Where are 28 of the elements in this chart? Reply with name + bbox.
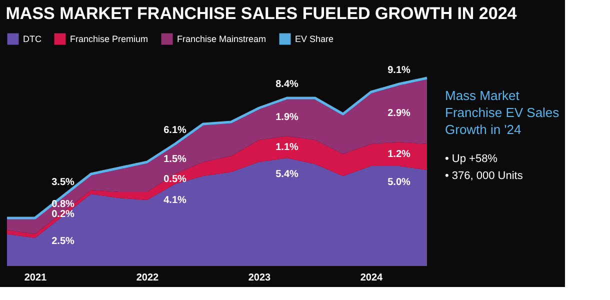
x-tick-label: 2023 <box>248 272 272 284</box>
data-label: 2.5% <box>52 236 75 247</box>
data-label: 3.5% <box>52 177 75 188</box>
data-label: 5.0% <box>388 177 411 188</box>
data-label: 1.1% <box>276 142 299 153</box>
text: • 376, 000 Units <box>445 170 524 182</box>
x-tick-label: 2022 <box>136 272 160 284</box>
data-label: 5.4% <box>276 169 299 180</box>
text: MASS MARKET FRANCHISE SALES FUELED GROWTH IN 2024 <box>6 4 518 23</box>
data-label: 1.9% <box>276 112 299 123</box>
data-label: 8.4% <box>276 79 299 90</box>
data-label: 0.2% <box>52 209 75 220</box>
data-label: 0.8% <box>52 199 75 210</box>
data-label: 0.5% <box>164 174 187 185</box>
text: • Up +58% <box>445 153 498 165</box>
x-tick-label: 2024 <box>360 272 384 284</box>
legend-label: DTC <box>23 34 42 44</box>
data-label: 1.2% <box>388 149 411 160</box>
data-label: 9.1% <box>388 65 411 76</box>
data-label: 1.5% <box>164 154 187 165</box>
data-label: 2.9% <box>388 108 411 119</box>
text: Mass Market Franchise EV Sales Growth in '24 <box>445 88 560 137</box>
data-label: 4.1% <box>164 195 187 206</box>
legend-label: Franchise Mainstream <box>177 34 266 44</box>
legend-label: EV Share <box>295 34 334 44</box>
legend-label: Franchise Premium <box>70 34 148 44</box>
data-label: 6.1% <box>164 125 187 136</box>
x-tick-label: 2021 <box>24 272 48 284</box>
